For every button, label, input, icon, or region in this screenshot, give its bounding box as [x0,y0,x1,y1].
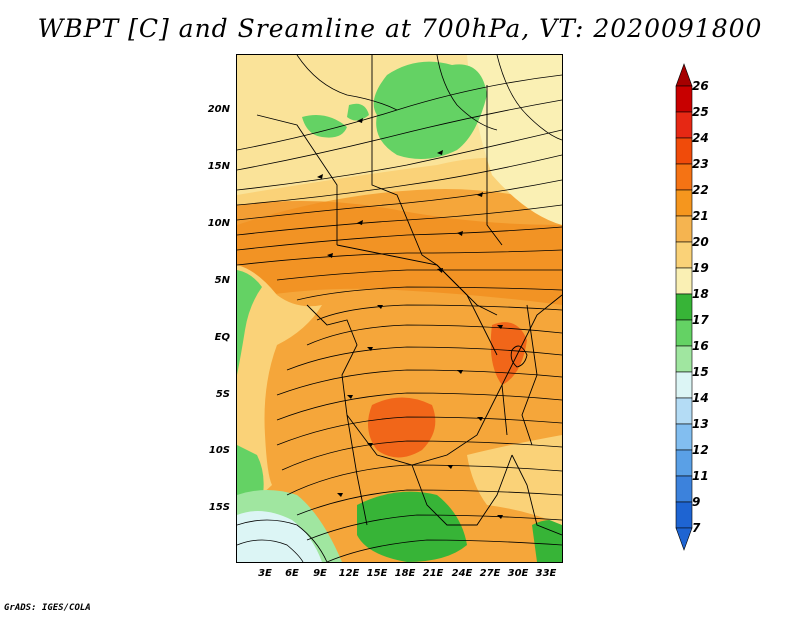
grads-credit: GrADS: IGES/COLA [4,603,91,613]
map-canvas [237,55,562,562]
country-borders [256,55,562,536]
map-panel [236,54,563,563]
wbpt-zone-17-coast [237,270,262,375]
colorbar-box [675,475,693,503]
lon-label-18e: 18E [394,568,416,579]
colorbar-box [675,449,693,477]
wbpt-zone-17-west [302,114,347,138]
lon-label-21e: 21E [422,568,444,579]
colorbar-label: 21 [692,209,709,223]
wbpt-zone-17-sahel [373,61,487,159]
wbpt-zone-15-sea [237,511,322,562]
colorbar-box [675,293,693,321]
wbpt-zone-18-southeast [532,520,562,562]
lat-label-eq: EQ [214,332,230,343]
colorbar-label: 13 [692,417,709,431]
colorbar-label: 12 [692,443,709,457]
colorbar-box [675,137,693,165]
colorbar-box [675,267,693,295]
colorbar-label: 20 [692,235,709,249]
lat-label-10n: 10N [207,218,230,229]
colorbar-label: 23 [692,157,709,171]
lon-label-9e: 9E [313,568,327,579]
lake-tanganyika [501,384,508,436]
colorbar-label: 22 [692,183,709,197]
lat-label-20n: 20N [207,104,230,115]
colorbar-box [675,215,693,243]
colorbar-label: 24 [692,131,709,145]
lon-label-3e: 3E [258,568,272,579]
colorbar-box [675,85,693,113]
colorbar-label: 19 [692,261,709,275]
colorbar-box [675,241,693,269]
lon-label-6e: 6E [285,568,299,579]
colorbar-label: 7 [692,521,701,535]
colorbar-box [675,501,693,529]
wbpt-zone-17-patch [347,103,369,121]
chart-title: WBPT [C] and Sreamline at 700hPa, VT: 20… [37,14,763,43]
wbpt-zone-23-east [490,322,527,385]
colorbar-segments [675,63,693,551]
lon-label-15e: 15E [366,568,388,579]
colorbar-box [675,345,693,373]
lat-label-5s: 5S [215,389,230,400]
colorbar-box [675,397,693,425]
lat-label-15s: 15S [208,502,230,513]
colorbar-arrow-bottom [675,527,693,551]
lake-victoria [510,345,528,368]
colorbar-box [675,319,693,347]
wbpt-zone-19-east [467,435,562,525]
colorbar-label: 15 [692,365,709,379]
colorbar-label: 26 [692,79,709,93]
colorbar-label: 9 [692,495,701,509]
lon-label-24e: 24E [451,568,473,579]
wbpt-zone-18-northeast [467,55,562,225]
lat-label-15n: 15N [207,161,230,172]
colorbar-label: 16 [692,339,709,353]
lon-label-30e: 30E [507,568,529,579]
colorbar-box [675,371,693,399]
lon-label-27e: 27E [479,568,501,579]
lat-label-5n: 5N [214,275,230,286]
colorbar-label: 11 [692,469,709,483]
colorbar-box [675,189,693,217]
colorbar [675,63,693,551]
colorbar-label: 17 [692,313,709,327]
wbpt-zone-18-south [357,491,467,562]
colorbar-label: 25 [692,105,709,119]
colorbar-arrow-top [675,63,693,87]
colorbar-box [675,163,693,191]
colorbar-box [675,423,693,451]
wbpt-zone-17-southwest [237,445,264,505]
lat-label-10s: 10S [208,445,230,456]
colorbar-label: 18 [692,287,709,301]
colorbar-label: 14 [692,391,709,405]
wbpt-zone-19-atlantic [237,265,322,505]
colorbar-box [675,111,693,139]
streamlines [237,55,562,562]
lon-label-12e: 12E [338,568,360,579]
lon-label-33e: 33E [535,568,557,579]
